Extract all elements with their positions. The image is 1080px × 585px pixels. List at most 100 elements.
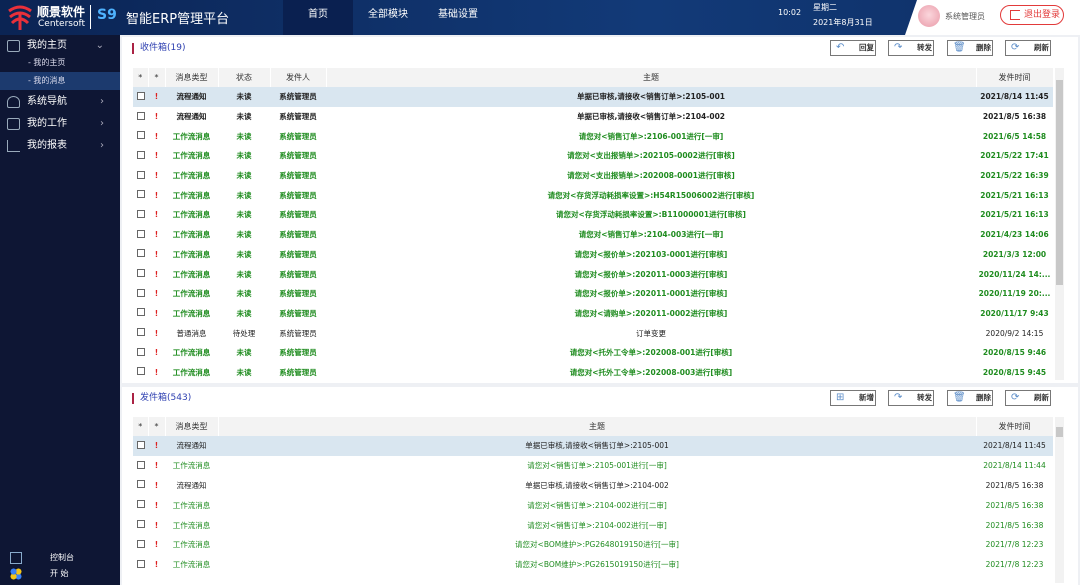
nav-basic-settings[interactable]: 基础设置 <box>438 9 478 20</box>
row-checkbox-cell[interactable] <box>133 343 148 363</box>
table-row[interactable]: ! 流程通知 未读 系统管理员 单据已审核,请接收<销售订单>:2105-001 2021… <box>133 87 1053 107</box>
row-checkbox[interactable] <box>136 440 145 449</box>
reply-button[interactable]: ↶ 回复 <box>830 40 876 56</box>
row-checkbox-cell[interactable] <box>133 436 148 456</box>
row-checkbox-cell[interactable] <box>133 495 148 515</box>
row-checkbox-cell[interactable] <box>133 185 148 205</box>
row-checkbox[interactable] <box>136 308 145 317</box>
row-checkbox-cell[interactable] <box>133 476 148 496</box>
column-header[interactable]: 发件时间 <box>976 68 1054 87</box>
table-row[interactable]: ! 工作流消息 未读 系统管理员 请您对<支出报销单>:202105-0002进行[审核… <box>133 146 1053 166</box>
column-header[interactable]: 主题 <box>326 68 977 87</box>
table-row[interactable]: ! 流程通知 单据已审核,请接收<销售订单>:2105-001 2021/8/14 1… <box>133 436 1053 456</box>
forward-button[interactable]: ↷ 转发 <box>888 390 934 406</box>
table-row[interactable]: ! 工作流消息 请您对<销售订单>:2105-001进行[一审] 2021/8/14 … <box>133 456 1053 476</box>
row-checkbox[interactable] <box>136 520 145 529</box>
row-checkbox[interactable] <box>136 150 145 159</box>
row-checkbox[interactable] <box>136 91 145 100</box>
table-row[interactable]: ! 流程通知 单据已审核,请接收<销售订单>:2104-002 2021/8/5 16… <box>133 476 1053 496</box>
refresh-button[interactable]: ⟳ 刷新 <box>1005 390 1051 406</box>
nav-home[interactable]: 首页 <box>283 0 353 35</box>
column-header[interactable]: 消息类型 <box>165 417 219 436</box>
table-row[interactable]: ! 工作流消息 未读 系统管理员 请您对<存货浮动耗损率设置>:B11000001进行[… <box>133 205 1053 225</box>
row-checkbox-cell[interactable] <box>133 166 148 186</box>
column-header[interactable]: 发件时间 <box>976 417 1054 436</box>
add-button[interactable]: ⊞ 新增 <box>830 390 876 406</box>
sidebar-sub-my-messages[interactable]: - 我的消息 <box>0 72 120 90</box>
row-checkbox-cell[interactable] <box>133 205 148 225</box>
table-row[interactable]: ! 工作流消息 未读 系统管理员 请您对<销售订单>:2104-003进行[一审] 202… <box>133 225 1053 245</box>
sidebar-item-my-work[interactable]: 我的工作 › <box>0 113 120 135</box>
row-checkbox-cell[interactable] <box>133 245 148 265</box>
row-checkbox[interactable] <box>136 229 145 238</box>
row-checkbox[interactable] <box>136 367 145 376</box>
sidebar-item-my-reports[interactable]: 我的报表 › <box>0 135 120 157</box>
table-row[interactable]: ! 普通消息 待处理 系统管理员 订单变更 2020/9/2 14:15 <box>133 323 1053 343</box>
row-checkbox[interactable] <box>136 559 145 568</box>
row-checkbox[interactable] <box>136 460 145 469</box>
row-checkbox[interactable] <box>136 209 145 218</box>
row-checkbox[interactable] <box>136 500 145 509</box>
column-header[interactable]: * <box>148 68 166 87</box>
row-checkbox-cell[interactable] <box>133 87 148 107</box>
inbox-scrollbar[interactable] <box>1055 68 1064 380</box>
row-checkbox[interactable] <box>136 288 145 297</box>
row-checkbox-cell[interactable] <box>133 107 148 127</box>
table-row[interactable]: ! 流程通知 未读 系统管理员 单据已审核,请接收<销售订单>:2104-002 2021… <box>133 107 1053 127</box>
row-checkbox-cell[interactable] <box>133 284 148 304</box>
console-button[interactable]: 控制台 <box>0 551 120 565</box>
column-header[interactable]: * <box>133 417 149 436</box>
row-checkbox[interactable] <box>136 131 145 140</box>
table-row[interactable]: ! 工作流消息 未读 系统管理员 请您对<报价单>:202103-0001进行[审核] 2… <box>133 245 1053 265</box>
column-header[interactable]: 主题 <box>218 417 977 436</box>
outbox-scrollbar[interactable] <box>1055 417 1064 583</box>
sidebar-item-system-nav[interactable]: 系统导航 › <box>0 91 120 113</box>
avatar[interactable] <box>918 5 940 27</box>
table-row[interactable]: ! 工作流消息 请您对<销售订单>:2104-002进行[一审] 2021/8/5 1… <box>133 515 1053 535</box>
table-row[interactable]: ! 工作流消息 未读 系统管理员 请您对<存货浮动耗损率设置>:H54R15006002… <box>133 185 1053 205</box>
row-checkbox[interactable] <box>136 170 145 179</box>
column-header[interactable]: 发件人 <box>270 68 327 87</box>
row-checkbox-cell[interactable] <box>133 456 148 476</box>
row-checkbox[interactable] <box>136 539 145 548</box>
table-row[interactable]: ! 工作流消息 请您对<BOM维护>:PG2615019150进行[一审] 2021/… <box>133 555 1053 575</box>
row-checkbox-cell[interactable] <box>133 555 148 575</box>
table-row[interactable]: ! 工作流消息 请您对<BOM维护>:PG2648019150进行[一审] 2021/… <box>133 535 1053 555</box>
row-checkbox-cell[interactable] <box>133 126 148 146</box>
row-checkbox-cell[interactable] <box>133 323 148 343</box>
row-checkbox[interactable] <box>136 328 145 337</box>
table-row[interactable]: ! 工作流消息 未读 系统管理员 请您对<报价单>:202011-0003进行[审核] 2… <box>133 264 1053 284</box>
row-checkbox-cell[interactable] <box>133 363 148 383</box>
table-row[interactable]: ! 工作流消息 未读 系统管理员 请您对<托外工令单>:202008-001进行[审核]… <box>133 343 1053 363</box>
refresh-button[interactable]: ⟳ 刷新 <box>1005 40 1051 56</box>
table-row[interactable]: ! 工作流消息 未读 系统管理员 请您对<托外工令单>:202008-003进行[审核]… <box>133 363 1053 383</box>
start-button[interactable]: 开 始 <box>0 567 120 581</box>
table-row[interactable]: ! 工作流消息 未读 系统管理员 请您对<支出报销单>:202008-0001进行[审核… <box>133 166 1053 186</box>
row-checkbox-cell[interactable] <box>133 264 148 284</box>
row-checkbox[interactable] <box>136 190 145 199</box>
row-checkbox-cell[interactable] <box>133 225 148 245</box>
logout-button[interactable]: 退出登录 <box>1000 5 1064 25</box>
row-checkbox[interactable] <box>136 249 145 258</box>
row-checkbox-cell[interactable] <box>133 304 148 324</box>
row-checkbox-cell[interactable] <box>133 146 148 166</box>
row-checkbox[interactable] <box>136 347 145 356</box>
sidebar-item-my-home[interactable]: 我的主页 ⌄ <box>0 35 120 57</box>
table-row[interactable]: ! 工作流消息 未读 系统管理员 请您对<请购单>:202011-0002进行[审核] 2… <box>133 304 1053 324</box>
delete-button[interactable]: 🗑 删除 <box>947 390 993 406</box>
row-checkbox-cell[interactable] <box>133 535 148 555</box>
row-checkbox[interactable] <box>136 269 145 278</box>
column-header[interactable]: 状态 <box>218 68 271 87</box>
table-row[interactable]: ! 工作流消息 未读 系统管理员 请您对<报价单>:202011-0001进行[审核] 2… <box>133 284 1053 304</box>
forward-button[interactable]: ↷ 转发 <box>888 40 934 56</box>
column-header[interactable]: * <box>133 68 149 87</box>
row-checkbox[interactable] <box>136 480 145 489</box>
sidebar-sub-my-home[interactable]: - 我的主页 <box>28 58 66 67</box>
table-row[interactable]: ! 工作流消息 请您对<销售订单>:2104-002进行[二审] 2021/8/5 1… <box>133 495 1053 515</box>
row-checkbox[interactable] <box>136 111 145 120</box>
column-header[interactable]: * <box>148 417 166 436</box>
delete-button[interactable]: 🗑 删除 <box>947 40 993 56</box>
column-header[interactable]: 消息类型 <box>165 68 219 87</box>
table-row[interactable]: ! 工作流消息 未读 系统管理员 请您对<销售订单>:2106-001进行[一审] 202… <box>133 126 1053 146</box>
nav-all-modules[interactable]: 全部模块 <box>368 9 408 20</box>
